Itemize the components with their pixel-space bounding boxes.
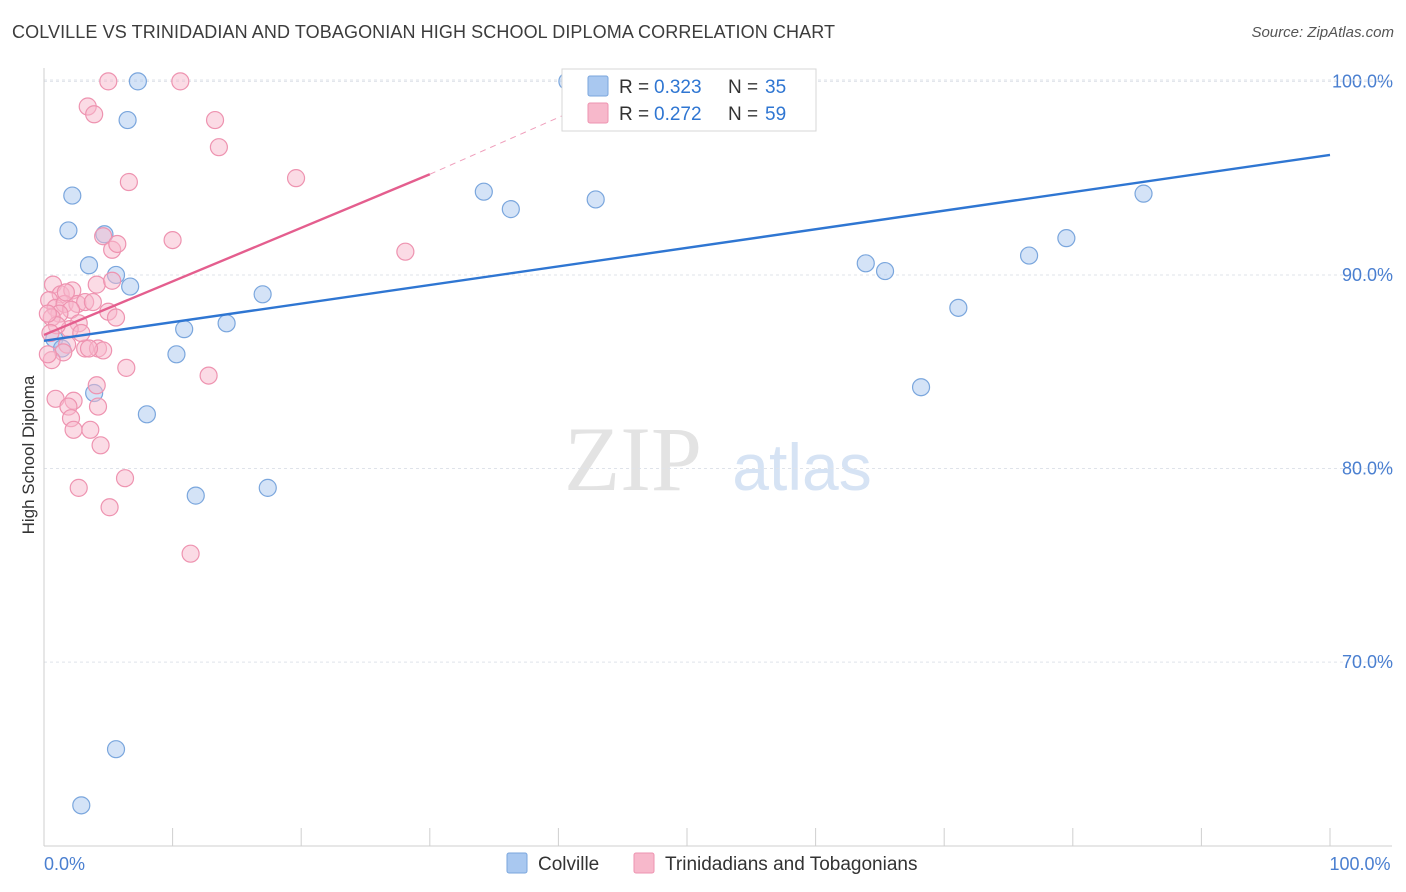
blue-point [258,478,277,497]
blue-point [474,182,493,201]
pink-point [209,138,228,157]
legend-n-label: N = [728,104,758,125]
pink-point [117,358,136,377]
blue-point [72,796,91,815]
blue-point [186,486,205,505]
pink-point [115,469,135,488]
blue-point [167,345,186,364]
blue-point [1019,246,1039,265]
blue-point [586,190,605,209]
legend-item-label: Colville [538,854,599,875]
legend-n-value: 35 [765,77,786,98]
blue-point [1057,229,1076,248]
blue-point [501,200,520,219]
blue-point [217,314,236,333]
blue-point [121,277,140,296]
series-legend: Colville Trinidadians and Tobagonians [506,852,917,875]
y-tick-label: 80.0% [1342,459,1393,479]
blue-point [79,256,99,275]
stats-legend: R = 0.323 N = 35 R = 0.272 N = 59 [561,68,817,132]
blue-point [59,221,78,240]
watermark-atlas: atlas [732,430,871,504]
pink-point [88,397,108,416]
y-tick-label: 90.0% [1342,265,1393,285]
blue-point [137,405,156,424]
pink-point [108,234,127,254]
y-axis-label: High School Diploma [19,375,38,534]
pink-point [83,292,102,312]
pink-point [286,169,306,188]
blue-point [856,254,875,273]
pink-point [396,242,415,261]
watermark-zip: ZIP [564,408,702,510]
y-tick-label: 70.0% [1342,652,1393,672]
pink-point [99,72,118,91]
pink-point [81,420,100,439]
pink-point [64,420,83,439]
blue-point [911,378,931,397]
legend-swatch [587,75,609,97]
pink-point [106,308,126,327]
legend-swatch [587,102,609,124]
pink-point [87,275,106,294]
pink-point [91,436,110,455]
pink-point [119,172,138,192]
pink-point [199,366,218,385]
pink-point [87,376,106,395]
legend-n-label: N = [728,77,758,98]
pink-point [94,227,113,246]
pink-point [205,110,225,130]
legend-item-swatch [506,852,528,874]
blue-trend-line [43,153,1331,342]
blue-point [1134,184,1153,203]
blue-point [128,72,147,91]
legend-item-swatch [633,852,655,874]
x-tick-label: 100.0% [1329,854,1390,874]
pink-point [181,544,200,563]
legend-r-label: R = [619,104,649,125]
legend-item-label: Trinidadians and Tobagonians [665,854,917,875]
pink-point [171,72,190,91]
pink-point [38,304,57,323]
blue-point [875,261,895,281]
series-pink [38,72,415,563]
blue-point [63,186,82,205]
pink-point [103,271,122,290]
source-label: Source: ZipAtlas.com [1251,24,1394,41]
legend-r-value: 0.323 [654,77,702,98]
blue-point [949,298,968,317]
chart-title: COLVILLE VS TRINIDADIAN AND TOBAGONIAN H… [12,22,836,42]
y-tick-label: 100.0% [1332,71,1393,91]
pink-point [38,345,57,364]
legend-n-value: 59 [765,104,786,125]
pink-point [72,323,91,343]
pink-trend-line [429,88,623,175]
pink-point [56,283,75,302]
pink-point [79,339,99,358]
blue-point [118,110,137,130]
legend-r-label: R = [619,77,649,98]
x-tick-label: 0.0% [44,854,85,874]
blue-point [175,320,194,339]
blue-point [106,740,126,759]
pink-point [69,478,88,497]
blue-point [253,285,272,304]
pink-point [100,498,119,517]
legend-r-value: 0.272 [654,104,702,125]
pink-trend-line [43,173,431,337]
pink-point [163,230,182,250]
pink-point [85,105,104,124]
